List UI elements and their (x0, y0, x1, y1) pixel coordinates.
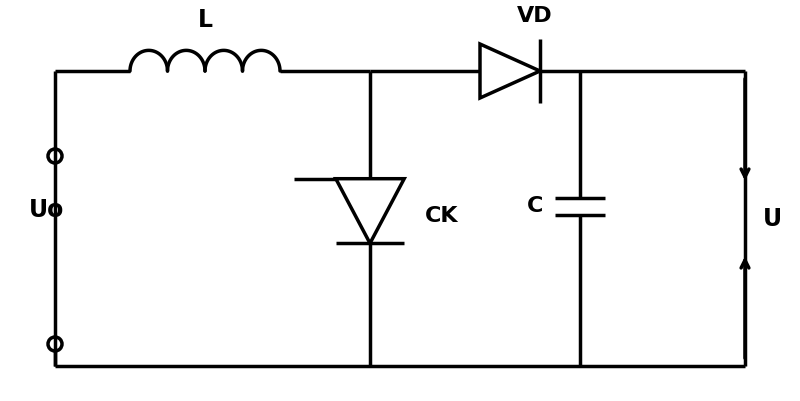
Polygon shape (480, 44, 540, 98)
Text: Uo: Uo (30, 198, 65, 222)
Text: U: U (763, 207, 782, 231)
Text: C: C (526, 196, 543, 216)
Text: VD: VD (517, 6, 553, 26)
Polygon shape (336, 179, 404, 243)
Text: CK: CK (425, 206, 458, 226)
Text: L: L (198, 8, 213, 32)
